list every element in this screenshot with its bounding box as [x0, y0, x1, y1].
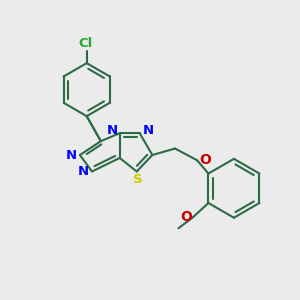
Text: N: N [78, 165, 89, 178]
Text: Cl: Cl [78, 37, 92, 50]
Text: N: N [142, 124, 154, 137]
Text: N: N [66, 148, 77, 161]
Text: O: O [200, 153, 211, 167]
Text: O: O [181, 210, 193, 224]
Text: N: N [107, 124, 118, 137]
Text: S: S [133, 173, 142, 186]
